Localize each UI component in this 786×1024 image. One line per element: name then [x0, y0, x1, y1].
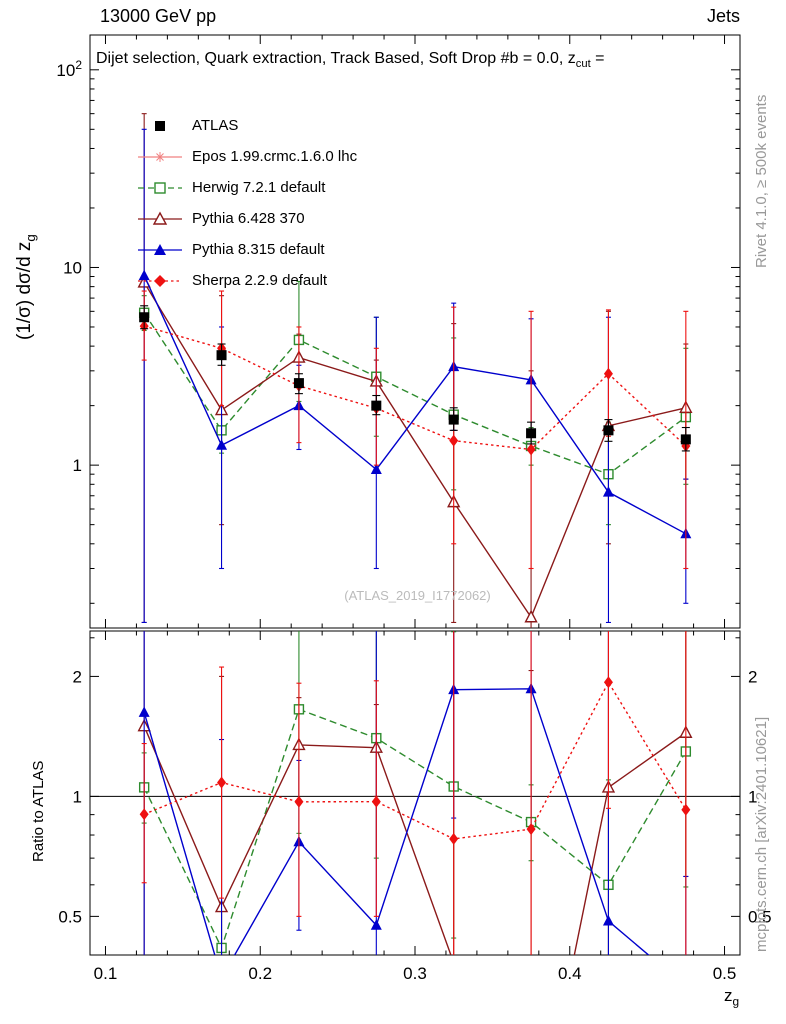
herwig-marker-sample	[138, 181, 182, 194]
pythia6-marker-sample	[138, 211, 182, 225]
svg-text:10: 10	[63, 258, 82, 277]
svg-text:1: 1	[73, 456, 82, 475]
plot-title-text: Dijet selection, Quark extraction, Track…	[96, 50, 576, 67]
svg-text:0.5: 0.5	[713, 964, 737, 983]
ratio-panel-frame	[89, 630, 741, 956]
svg-text:0.5: 0.5	[58, 907, 82, 926]
watermark-analysis-id: (ATLAS_2019_I1772062)	[344, 588, 491, 603]
filled-triangle-icon	[154, 243, 166, 255]
open-triangle-icon	[152, 211, 168, 225]
filled-square-icon	[155, 120, 165, 131]
series-atlas	[139, 305, 691, 452]
pythia8-marker-sample	[138, 243, 182, 255]
open-square-icon	[154, 181, 166, 194]
legend-item-atlas: ATLAS	[138, 110, 357, 141]
x-axis-label-subscript: g	[732, 994, 740, 1009]
svg-text:1: 1	[73, 787, 82, 806]
legend-label-epos: Epos 1.99.crmc.1.6.0 lhc	[192, 148, 358, 165]
mcplots-reference-note: mcplots.cern.ch [arXiv:2401.10621]	[753, 716, 770, 952]
sherpa-marker-sample	[138, 274, 182, 287]
y-axis-label: (1/σ) dσ/d zg	[14, 234, 38, 340]
legend-label-sherpa: Sherpa 2.2.9 default	[192, 272, 328, 289]
header-analysis-group: Jets	[706, 6, 740, 26]
epos-marker-sample	[138, 151, 182, 162]
plot-title: Dijet selection, Quark extraction, Track…	[96, 50, 738, 70]
legend-item-pythia8: Pythia 8.315 default	[138, 234, 357, 265]
svg-text:2: 2	[73, 667, 82, 686]
legend-label-atlas: ATLAS	[192, 117, 239, 134]
legend-label-pythia6: Pythia 6.428 370	[192, 210, 305, 227]
svg-text:0.3: 0.3	[403, 964, 427, 983]
atlas-marker-sample	[155, 120, 165, 131]
svg-text:0.1: 0.1	[94, 964, 118, 983]
axes	[89, 34, 741, 956]
svg-text:0.5: 0.5	[748, 907, 772, 926]
tick-labels: 1 10 102 0.5 0.5 1 1 2 2 0.1 0.2 0.3 0.4 0.5	[56, 58, 771, 983]
svg-text:1: 1	[748, 787, 757, 806]
legend-item-epos: Epos 1.99.crmc.1.6.0 lhc	[138, 141, 357, 172]
y-axis-label-text: (1/σ) dσ/d z	[14, 241, 35, 340]
legend-item-herwig: Herwig 7.2.1 default	[138, 172, 357, 203]
x-axis-label-text: z	[724, 986, 733, 1005]
legend: ATLAS Epos 1.99.crmc.1.6.0 lhc Herwig 7.…	[138, 110, 357, 296]
ratio-series-sherpa-2-2-9-default	[139, 631, 691, 955]
svg-text:102: 102	[56, 58, 82, 80]
legend-item-sherpa: Sherpa 2.2.9 default	[138, 265, 357, 296]
legend-label-pythia8: Pythia 8.315 default	[192, 241, 325, 258]
star-icon	[156, 152, 164, 161]
plot-title-subscript: cut	[575, 58, 591, 71]
y-axis-label-subscript: g	[22, 234, 38, 242]
filled-diamond-icon	[154, 274, 166, 287]
svg-text:0.4: 0.4	[558, 964, 582, 983]
legend-item-pythia6: Pythia 6.428 370	[138, 203, 357, 234]
svg-text:2: 2	[748, 667, 757, 686]
ratio-axis-label: Ratio to ATLAS	[30, 760, 47, 862]
header-beam-energy: 13000 GeV pp	[100, 6, 217, 26]
legend-label-herwig: Herwig 7.2.1 default	[192, 179, 326, 196]
svg-text:0.2: 0.2	[248, 964, 272, 983]
rivet-version-note: Rivet 4.1.0, ≥ 500k events	[753, 94, 770, 268]
plot-title-tail: =	[590, 50, 605, 67]
x-axis-label: zg	[724, 986, 739, 1008]
